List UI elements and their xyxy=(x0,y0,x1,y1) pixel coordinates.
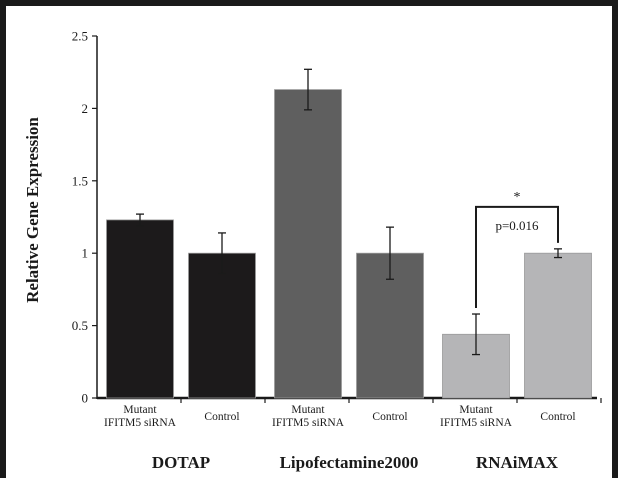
x-tick-label: Mutant xyxy=(291,404,325,416)
significance-star: * xyxy=(514,190,521,205)
y-tick-label: 2.5 xyxy=(72,29,88,44)
x-tick-label: Mutant xyxy=(459,404,493,416)
y-tick-label: 1 xyxy=(82,246,89,261)
group-labels: DOTAP Lipofectamine2000 RNAiMAX xyxy=(152,453,559,472)
x-tick-label: IFITM5 siRNA xyxy=(104,417,177,429)
p-value-label: p=0.016 xyxy=(495,218,539,233)
bar xyxy=(524,252,592,399)
error-bars xyxy=(136,68,562,356)
significance-annotation: * p=0.016 xyxy=(475,190,559,309)
y-axis-label-group: Relative Gene Expression xyxy=(23,117,42,303)
group-label: DOTAP xyxy=(152,453,210,472)
x-tick-label: Control xyxy=(372,411,407,423)
group-label: Lipofectamine2000 xyxy=(280,453,419,472)
x-tick-label: Control xyxy=(204,411,239,423)
y-tick-label: 1.5 xyxy=(72,173,88,188)
y-axis-label: Relative Gene Expression xyxy=(23,117,42,303)
bar xyxy=(106,219,174,399)
axes xyxy=(96,36,597,400)
group-label: RNAiMAX xyxy=(476,453,559,472)
bar xyxy=(274,89,342,399)
y-tick-label: 0 xyxy=(82,391,89,406)
x-tick-label: Control xyxy=(540,411,575,423)
y-tick-label: 0.5 xyxy=(72,318,88,333)
x-tick-label: Mutant xyxy=(123,404,157,416)
x-tick-label: IFITM5 siRNA xyxy=(272,417,345,429)
bar xyxy=(188,252,256,399)
x-tick-label: IFITM5 siRNA xyxy=(440,417,513,429)
y-ticks: 0 0.5 1 1.5 2 2.5 xyxy=(72,29,97,406)
significance-bracket xyxy=(475,205,559,309)
bars xyxy=(106,89,592,399)
y-tick-label: 2 xyxy=(82,101,89,116)
